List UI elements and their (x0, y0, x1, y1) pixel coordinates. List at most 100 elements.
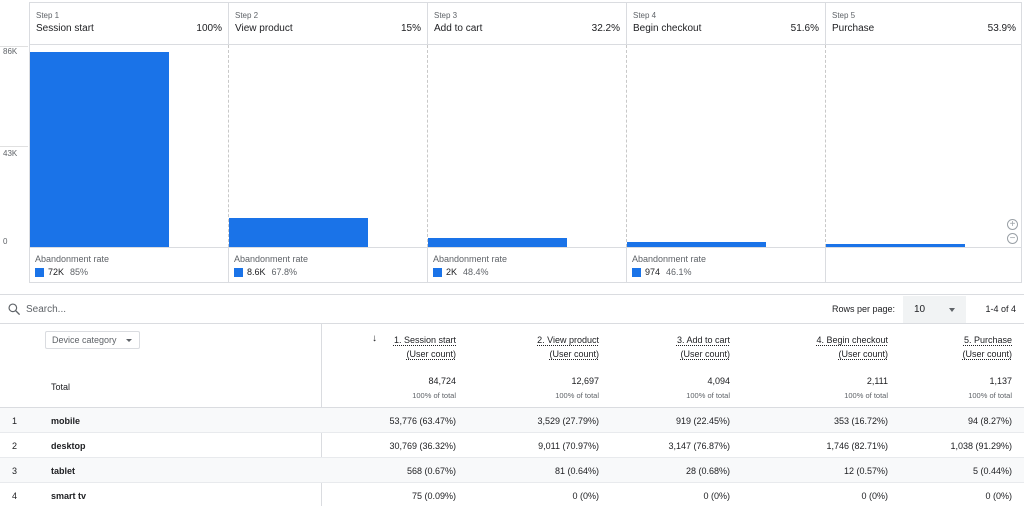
total-row-label: Total (51, 382, 71, 392)
step-number: Step 4 (633, 11, 657, 20)
funnel-bar[interactable] (826, 244, 965, 247)
table-cell: 568 (0.67%) (406, 466, 456, 476)
rows-per-page-label: Rows per page: (832, 304, 896, 314)
table-cell: 12 (0.57%) (843, 466, 888, 476)
arrow-down-icon[interactable]: ↓ (372, 333, 377, 344)
abandonment-count: 8.6K (247, 267, 266, 277)
search-input[interactable] (26, 302, 326, 317)
table-row[interactable]: 2 desktop 30,769 (36.32%) 9,011 (70.97%) 3… (0, 433, 1024, 458)
legend-swatch (433, 267, 442, 277)
row-dimension: desktop (51, 441, 86, 451)
column-total-share: 100% of total (555, 391, 599, 400)
abandonment-label: Abandonment rate (632, 254, 707, 264)
funnel-bar[interactable] (428, 238, 567, 247)
y-gridline (0, 146, 28, 147)
step-header: Step 4 Begin checkout 51.6% (626, 2, 825, 45)
column-metric: (User count) (406, 349, 456, 359)
column-header[interactable]: 2. View product (User count) (449, 333, 599, 361)
column-header[interactable]: 1. Session start (User count) (306, 333, 456, 361)
column-total: 84,724 (428, 376, 456, 386)
table-row[interactable]: 3 tablet 568 (0.67%) 81 (0.64%) 28 (0.68%)… (0, 458, 1024, 483)
header-divider (228, 2, 229, 45)
step-divider (626, 45, 627, 247)
table-cell: 53,776 (63.47%) (389, 416, 456, 426)
column-metric: (User count) (838, 349, 888, 359)
step-number: Step 2 (235, 11, 259, 20)
column-title: 3. Add to cart (676, 335, 730, 345)
table-header: Device category Total 1. Session start (… (0, 324, 1024, 408)
funnel-step[interactable]: Step 2 View product 15% Abandonment rate… (228, 2, 427, 283)
abandonment-rate: 67.8% (271, 267, 298, 277)
rows-per-page-select[interactable]: 10 (903, 296, 966, 323)
abandonment-count: 2K (446, 267, 458, 277)
abandonment-values: 8.6K 67.8% (234, 267, 297, 277)
table-cell: 919 (22.45%) (675, 416, 730, 426)
caret-down-icon (125, 339, 132, 342)
step-name: Session start (36, 23, 94, 34)
header-divider (626, 2, 627, 45)
abandonment-label: Abandonment rate (234, 254, 309, 264)
step-number: Step 1 (36, 11, 60, 20)
table-cell: 30,769 (36.32%) (389, 441, 456, 451)
step-plot (228, 45, 427, 247)
step-name: Add to cart (434, 23, 483, 34)
table-cell: 28 (0.68%) (685, 466, 730, 476)
funnel-step[interactable]: Step 3 Add to cart 32.2% Abandonment rat… (427, 2, 626, 283)
chart-edge (29, 2, 30, 283)
step-completion-rate: 100% (196, 23, 222, 34)
row-index: 2 (12, 441, 18, 451)
funnel-bar[interactable] (30, 52, 169, 247)
table-cell: 1,038 (91.29%) (950, 441, 1012, 451)
table-cell: 3,529 (27.79%) (537, 416, 599, 426)
abandonment-count: 72K (48, 267, 65, 277)
funnel-step[interactable]: Step 1 Session start 100% Abandonment ra… (29, 2, 228, 283)
table-cell: 9,011 (70.97%) (538, 441, 599, 451)
column-header[interactable]: 3. Add to cart (User count) (580, 333, 730, 361)
table-cell: 94 (8.27%) (967, 416, 1012, 426)
step-plot (626, 45, 825, 247)
dimension-selector[interactable]: Device category (45, 331, 140, 349)
step-plot (825, 45, 1022, 247)
zoom-in-icon[interactable]: + (1007, 219, 1018, 230)
abandonment-panel: Abandonment rate 72K 85% (29, 247, 228, 283)
table-cell: 0 (0%) (985, 491, 1012, 501)
abandonment-rate: 48.4% (463, 267, 489, 277)
abandonment-values: 72K 85% (35, 267, 88, 277)
abandonment-values: 2K 48.4% (433, 267, 489, 277)
step-number: Step 3 (434, 11, 458, 20)
abandonment-panel: Abandonment rate 974 46.1% (626, 247, 825, 283)
step-number: Step 5 (832, 11, 856, 20)
funnel-step[interactable]: Step 5 Purchase 53.9% (825, 2, 1022, 283)
step-completion-rate: 32.2% (591, 23, 620, 34)
row-index: 3 (12, 466, 18, 476)
funnel-bar[interactable] (229, 218, 368, 247)
column-header[interactable]: 4. Begin checkout (User count) (738, 333, 888, 361)
y-tick-label: 0 (3, 237, 8, 246)
abandonment-rate: 85% (70, 267, 89, 277)
table-row[interactable]: 1 mobile 53,776 (63.47%) 3,529 (27.79%) 91… (0, 408, 1024, 433)
zoom-out-icon[interactable]: − (1007, 233, 1018, 244)
step-name: View product (235, 23, 293, 34)
table-cell: 1,746 (82.71%) (826, 441, 888, 451)
footer-divider (228, 247, 229, 283)
funnel-bar[interactable] (627, 242, 766, 247)
column-metric: (User count) (962, 349, 1012, 359)
row-dimension: smart tv (51, 491, 87, 501)
abandonment-values: 974 46.1% (632, 267, 692, 277)
table-cell: 75 (0.09%) (411, 491, 456, 501)
column-total: 12,697 (571, 376, 599, 386)
table-cell: 5 (0.44%) (972, 466, 1012, 476)
table-cell: 353 (16.72%) (833, 416, 888, 426)
step-completion-rate: 51.6% (790, 23, 819, 34)
step-divider (228, 45, 229, 247)
column-metric: (User count) (549, 349, 599, 359)
search-icon[interactable] (7, 302, 21, 316)
column-total: 1,137 (989, 376, 1012, 386)
funnel-step[interactable]: Step 4 Begin checkout 51.6% Abandonment … (626, 2, 825, 283)
footer-divider (427, 247, 428, 283)
y-tick-label: 43K (3, 149, 18, 158)
column-header[interactable]: 5. Purchase (User count) (862, 333, 1012, 361)
column-total: 2,111 (866, 376, 888, 386)
step-divider (825, 45, 826, 247)
table-row[interactable]: 4 smart tv 75 (0.09%) 0 (0%) 0 (0%) 0 (0%) 0… (0, 483, 1024, 506)
